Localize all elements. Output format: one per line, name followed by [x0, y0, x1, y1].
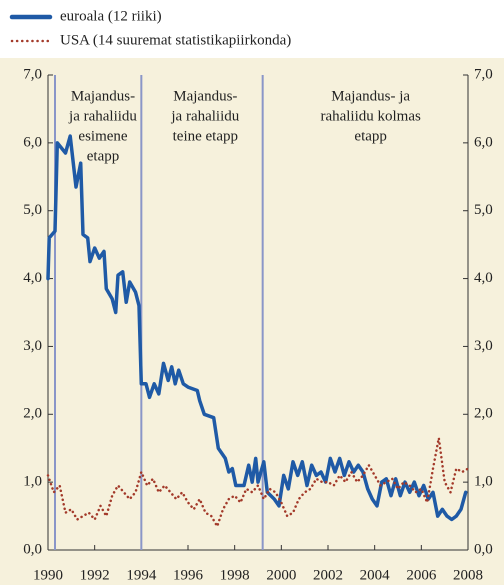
y-tick-label: 2,0: [23, 406, 42, 422]
x-tick-label: 1990: [33, 567, 63, 583]
y2-tick-label: 7,0: [474, 66, 493, 82]
x-tick-label: 2008: [453, 567, 483, 583]
y2-tick-label: 1,0: [474, 474, 493, 490]
annotation: Majandus- ja: [331, 88, 410, 104]
annotation: Majandus-: [71, 88, 135, 104]
x-tick-label: 2004: [360, 567, 391, 583]
y-tick-label: 0,0: [23, 541, 42, 557]
y-tick-label: 3,0: [23, 338, 42, 354]
annotation: teine etapp: [173, 128, 238, 144]
x-tick-label: 1998: [220, 567, 250, 583]
annotation: rahaliidu kolmas: [320, 108, 421, 124]
annotation: Majandus-: [173, 88, 237, 104]
y2-tick-label: 4,0: [474, 270, 493, 286]
y-tick-label: 4,0: [23, 270, 42, 286]
annotation: ja rahaliidu: [170, 108, 239, 124]
x-tick-label: 2002: [313, 567, 343, 583]
legend-label: USA (14 suuremat statistikapiirkonda): [60, 32, 291, 48]
annotation: etapp: [354, 128, 386, 144]
y-tick-label: 5,0: [23, 202, 42, 218]
annotation: esimene: [78, 128, 127, 144]
x-tick-label: 1994: [126, 567, 157, 583]
x-tick-label: 2006: [406, 567, 437, 583]
y2-tick-label: 6,0: [474, 134, 493, 150]
y2-tick-label: 0,0: [474, 541, 493, 557]
y-tick-label: 6,0: [23, 134, 42, 150]
x-tick-label: 2000: [266, 567, 296, 583]
legend-label: euroala (12 riiki): [60, 8, 162, 24]
background: [0, 58, 504, 585]
y-tick-label: 7,0: [23, 66, 42, 82]
annotation: ja rahaliidu: [68, 108, 137, 124]
y2-tick-label: 3,0: [474, 338, 493, 354]
y2-tick-label: 2,0: [474, 406, 493, 422]
series-line: [46, 134, 468, 522]
y2-tick-label: 5,0: [474, 202, 493, 218]
x-tick-label: 1996: [173, 567, 204, 583]
x-tick-label: 1992: [80, 567, 110, 583]
annotation: etapp: [87, 148, 119, 164]
series-line: [46, 436, 470, 528]
y-tick-label: 1,0: [23, 474, 42, 490]
